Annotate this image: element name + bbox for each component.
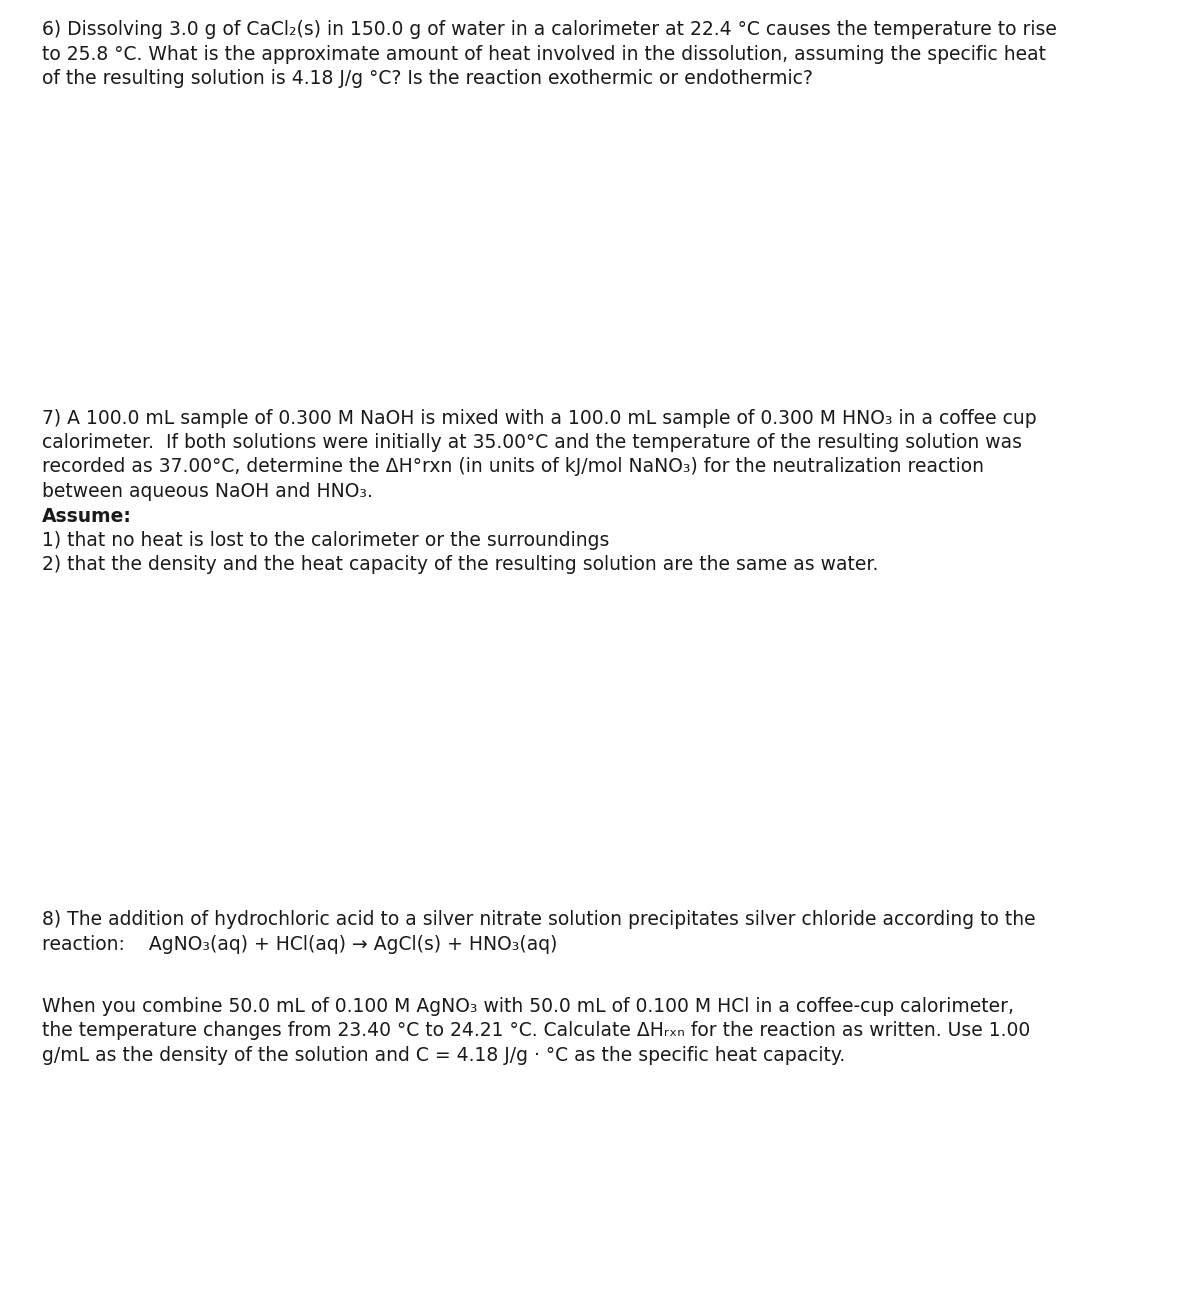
Text: between aqueous NaOH and HNO₃.: between aqueous NaOH and HNO₃. bbox=[42, 482, 373, 501]
Text: Assume:: Assume: bbox=[42, 506, 132, 525]
Text: calorimeter.  If both solutions were initially at 35.00°C and the temperature of: calorimeter. If both solutions were init… bbox=[42, 432, 1022, 452]
Text: 2) that the density and the heat capacity of the resulting solution are the same: 2) that the density and the heat capacit… bbox=[42, 555, 878, 574]
Text: 8) The addition of hydrochloric acid to a silver nitrate solution precipitates s: 8) The addition of hydrochloric acid to … bbox=[42, 910, 1036, 930]
Text: recorded as 37.00°C, determine the ΔH°rxn (in units of kJ/mol NaNO₃) for the neu: recorded as 37.00°C, determine the ΔH°rx… bbox=[42, 457, 984, 476]
Text: the temperature changes from 23.40 °C to 24.21 °C. Calculate ΔHᵣₓₙ for the react: the temperature changes from 23.40 °C to… bbox=[42, 1021, 1031, 1041]
Text: of the resulting solution is 4.18 J/g °C? Is the reaction exothermic or endother: of the resulting solution is 4.18 J/g °C… bbox=[42, 68, 812, 88]
Text: 6) Dissolving 3.0 g of CaCl₂(s) in 150.0 g of water in a calorimeter at 22.4 °C : 6) Dissolving 3.0 g of CaCl₂(s) in 150.0… bbox=[42, 19, 1057, 39]
Text: 1) that no heat is lost to the calorimeter or the surroundings: 1) that no heat is lost to the calorimet… bbox=[42, 531, 610, 550]
Text: g/mL as the density of the solution and C = 4.18 J/g · °C as the specific heat c: g/mL as the density of the solution and … bbox=[42, 1046, 845, 1065]
Text: to 25.8 °C. What is the approximate amount of heat involved in the dissolution, : to 25.8 °C. What is the approximate amou… bbox=[42, 44, 1046, 63]
Text: 7) A 100.0 mL sample of 0.300 M NaOH is mixed with a 100.0 mL sample of 0.300 M : 7) A 100.0 mL sample of 0.300 M NaOH is … bbox=[42, 408, 1037, 427]
Text: reaction:    AgNO₃(aq) + HCl(aq) → AgCl(s) + HNO₃(aq): reaction: AgNO₃(aq) + HCl(aq) → AgCl(s) … bbox=[42, 935, 557, 954]
Text: When you combine 50.0 mL of 0.100 M AgNO₃ with 50.0 mL of 0.100 M HCl in a coffe: When you combine 50.0 mL of 0.100 M AgNO… bbox=[42, 997, 1014, 1016]
